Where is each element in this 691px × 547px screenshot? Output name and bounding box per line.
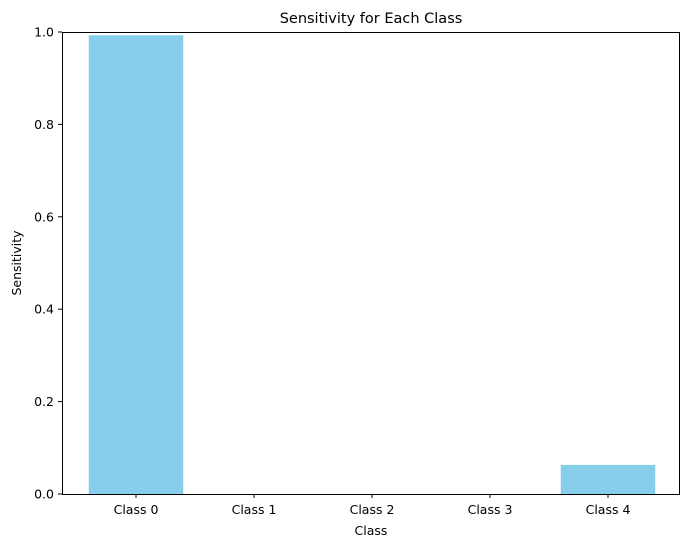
bars xyxy=(88,35,656,494)
y-axis-ticks: 0.0 0.2 0.4 0.6 0.8 1.0 xyxy=(34,25,62,502)
y-tick-label: 0.6 xyxy=(34,209,54,224)
chart-title: Sensitivity for Each Class xyxy=(280,11,463,27)
x-axis-label: Class xyxy=(355,523,388,538)
x-tick-label: Class 3 xyxy=(468,502,513,517)
y-tick-label: 0.0 xyxy=(34,487,54,502)
x-tick-label: Class 0 xyxy=(114,502,159,517)
y-tick-label: 1.0 xyxy=(34,25,54,40)
y-tick-label: 0.2 xyxy=(34,394,54,409)
bar-class-4 xyxy=(560,464,656,494)
x-tick-label: Class 2 xyxy=(350,502,395,517)
y-axis-label: Sensitivity xyxy=(9,230,24,296)
x-tick-label: Class 4 xyxy=(586,502,631,517)
plot-area-frame xyxy=(62,32,680,495)
y-tick-label: 0.8 xyxy=(34,117,54,132)
y-tick-label: 0.4 xyxy=(34,302,54,317)
bar-class-0 xyxy=(88,35,184,494)
x-axis-ticks: Class 0 Class 1 Class 2 Class 3 Class 4 xyxy=(114,494,631,517)
x-tick-label: Class 1 xyxy=(232,502,277,517)
